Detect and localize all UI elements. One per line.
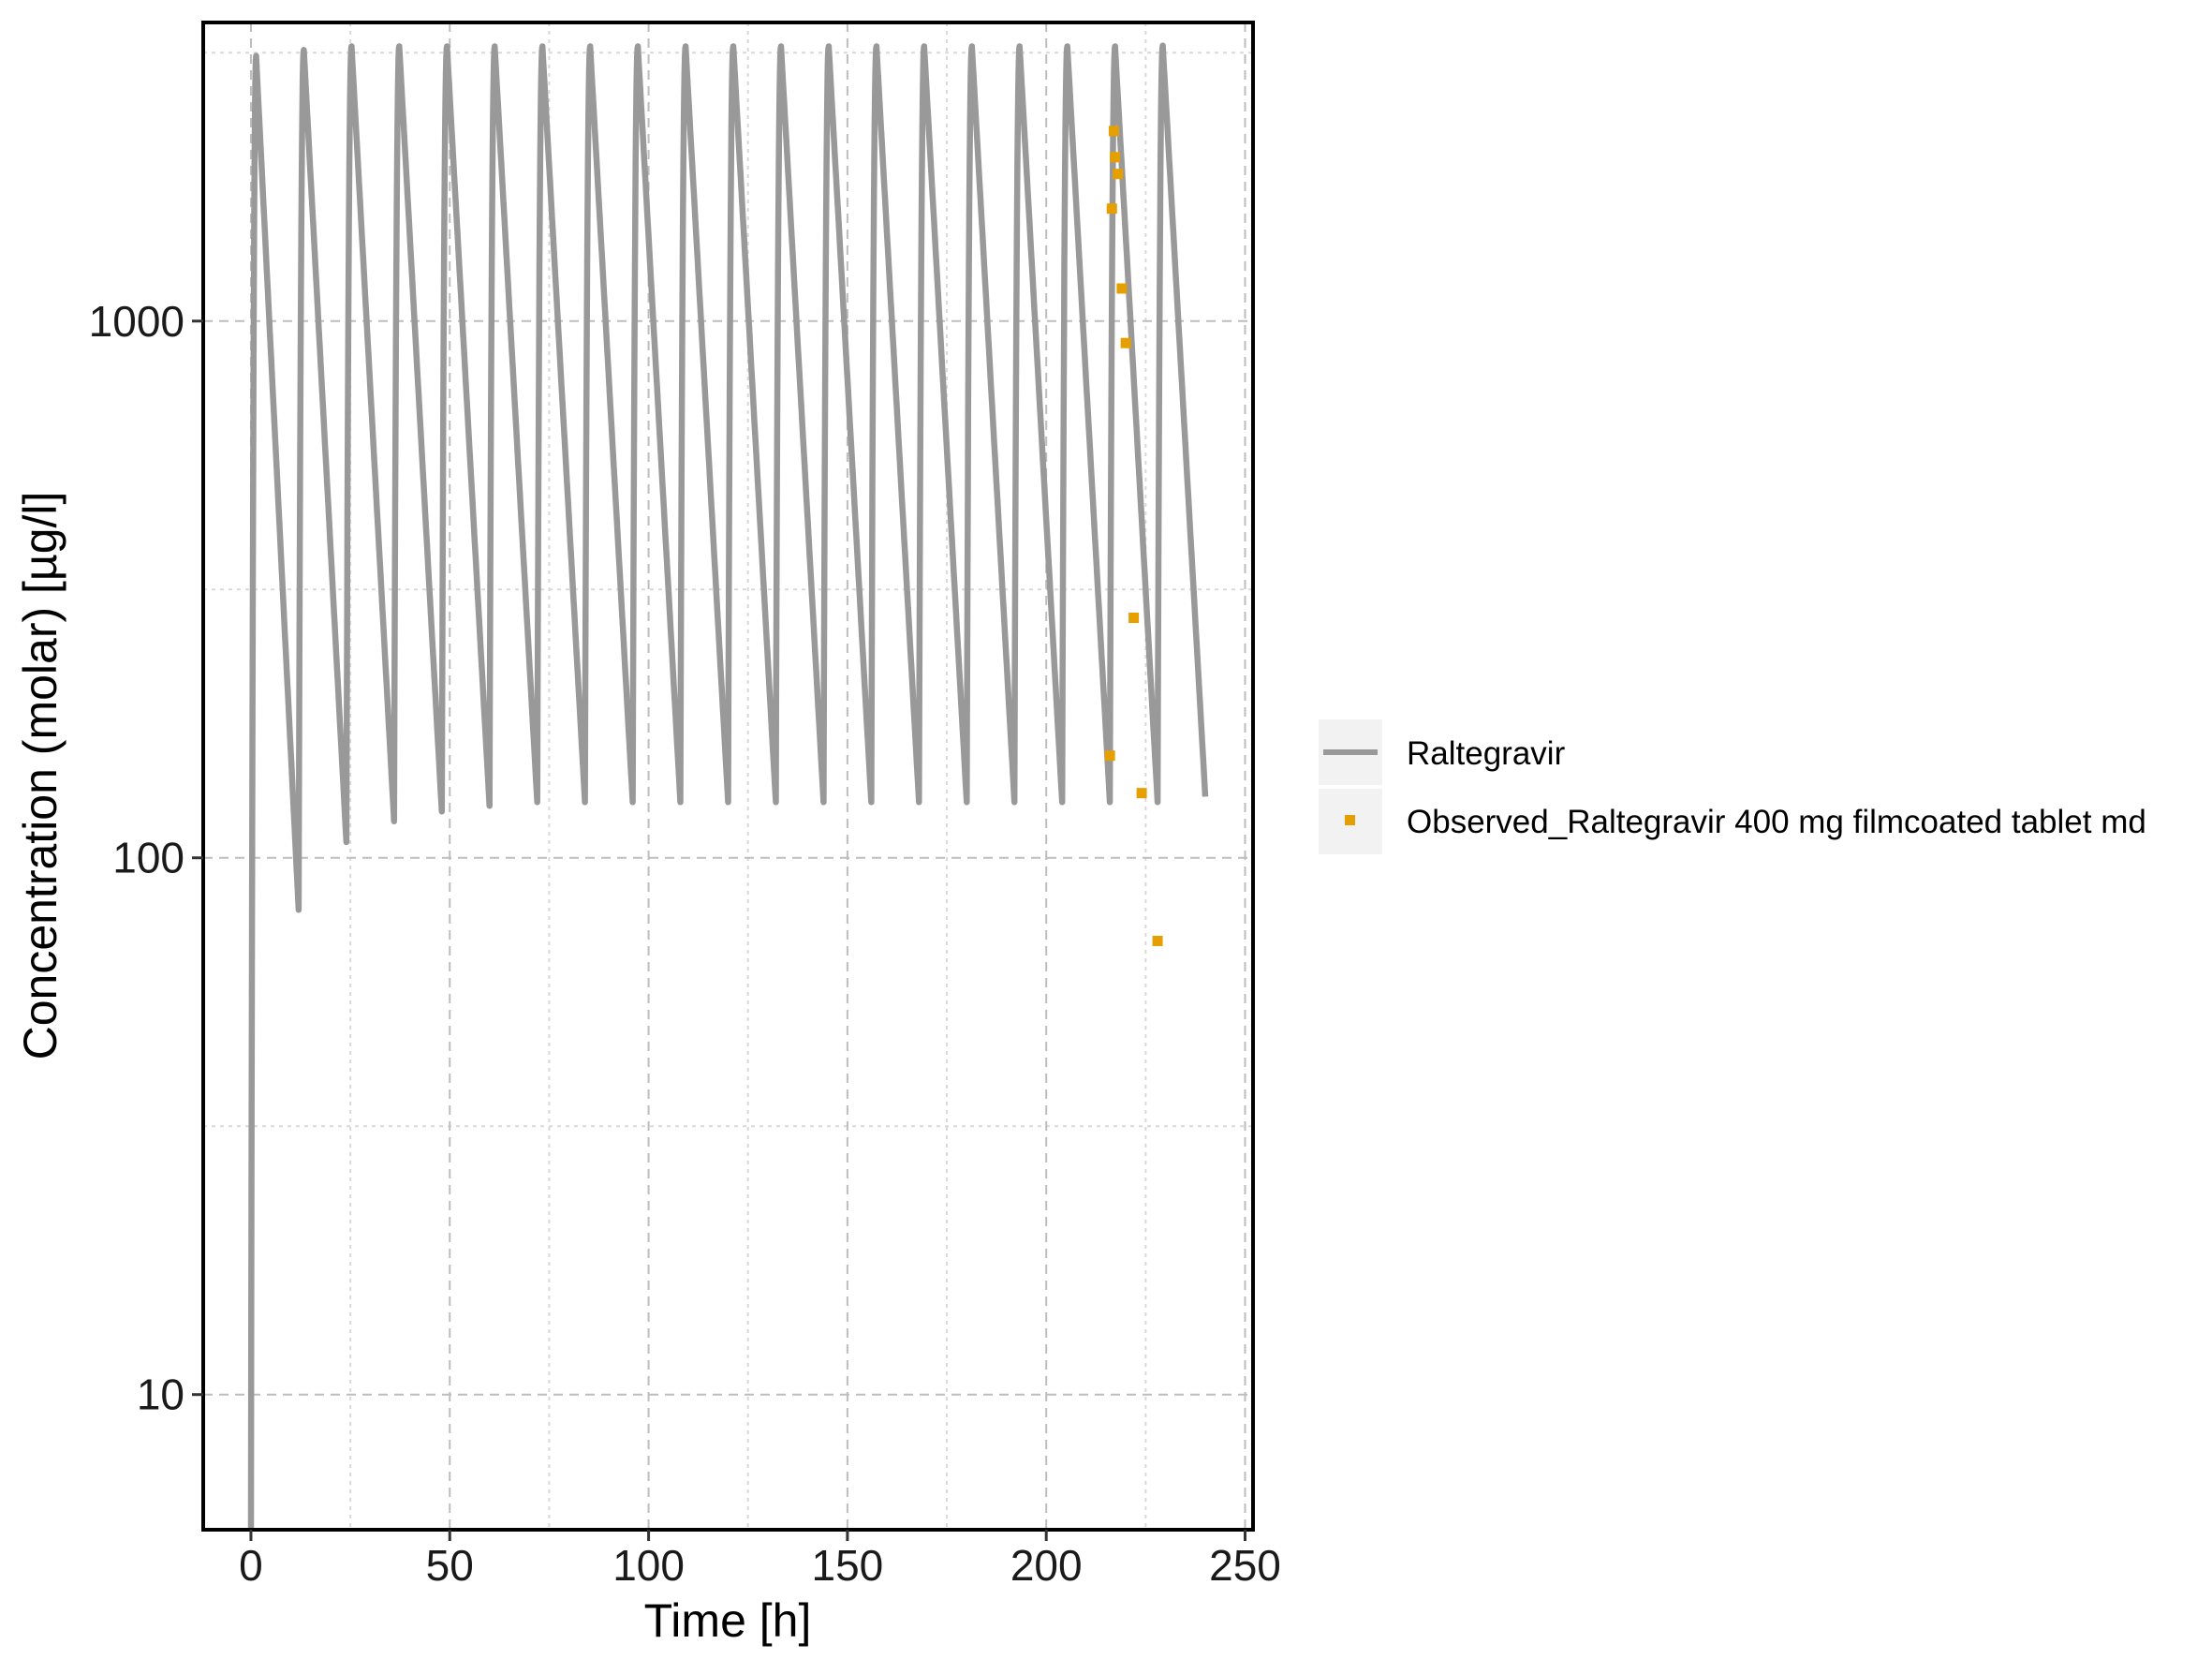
y-tick-label: 1000 <box>89 297 184 346</box>
y-axis: 10 100 1000 <box>89 297 203 1419</box>
series-layer <box>247 42 1209 1531</box>
x-axis: 0 50 100 150 200 250 <box>239 1530 1281 1590</box>
observed-point <box>1120 337 1131 348</box>
y-tick-label: 10 <box>137 1370 184 1419</box>
simulation-line-raltegravir <box>247 42 1209 1531</box>
x-axis-title: Time [h] <box>644 1594 812 1647</box>
y-tick-label: 100 <box>112 834 184 882</box>
x-tick-label: 0 <box>239 1541 263 1590</box>
x-tick-label: 250 <box>1209 1541 1281 1590</box>
observed-point <box>1136 788 1147 799</box>
plot-panel-border <box>201 21 1255 1532</box>
observed-point <box>1128 613 1140 624</box>
observed-points <box>1104 126 1163 946</box>
observed-point <box>1116 283 1128 294</box>
observed-point <box>1106 203 1117 215</box>
observed-point <box>1152 935 1163 946</box>
x-tick-label: 200 <box>1010 1541 1083 1590</box>
observed-point <box>1110 152 1121 163</box>
x-tick-label: 100 <box>612 1541 685 1590</box>
legend-point-symbol <box>1345 815 1355 825</box>
observed-point <box>1108 126 1119 137</box>
observed-point <box>1104 750 1115 762</box>
legend-label-observed: Observed_Raltegravir 400 mg filmcoated t… <box>1407 804 2146 840</box>
x-tick-label: 50 <box>426 1541 474 1590</box>
observed-point <box>1113 169 1124 180</box>
legend: Raltegravir Observed_Raltegravir 400 mg … <box>1319 719 2146 854</box>
x-tick-label: 150 <box>812 1541 884 1590</box>
legend-label-simulation: Raltegravir <box>1407 735 1566 772</box>
y-axis-title: Concentration (molar) [µg/l] <box>14 492 66 1060</box>
